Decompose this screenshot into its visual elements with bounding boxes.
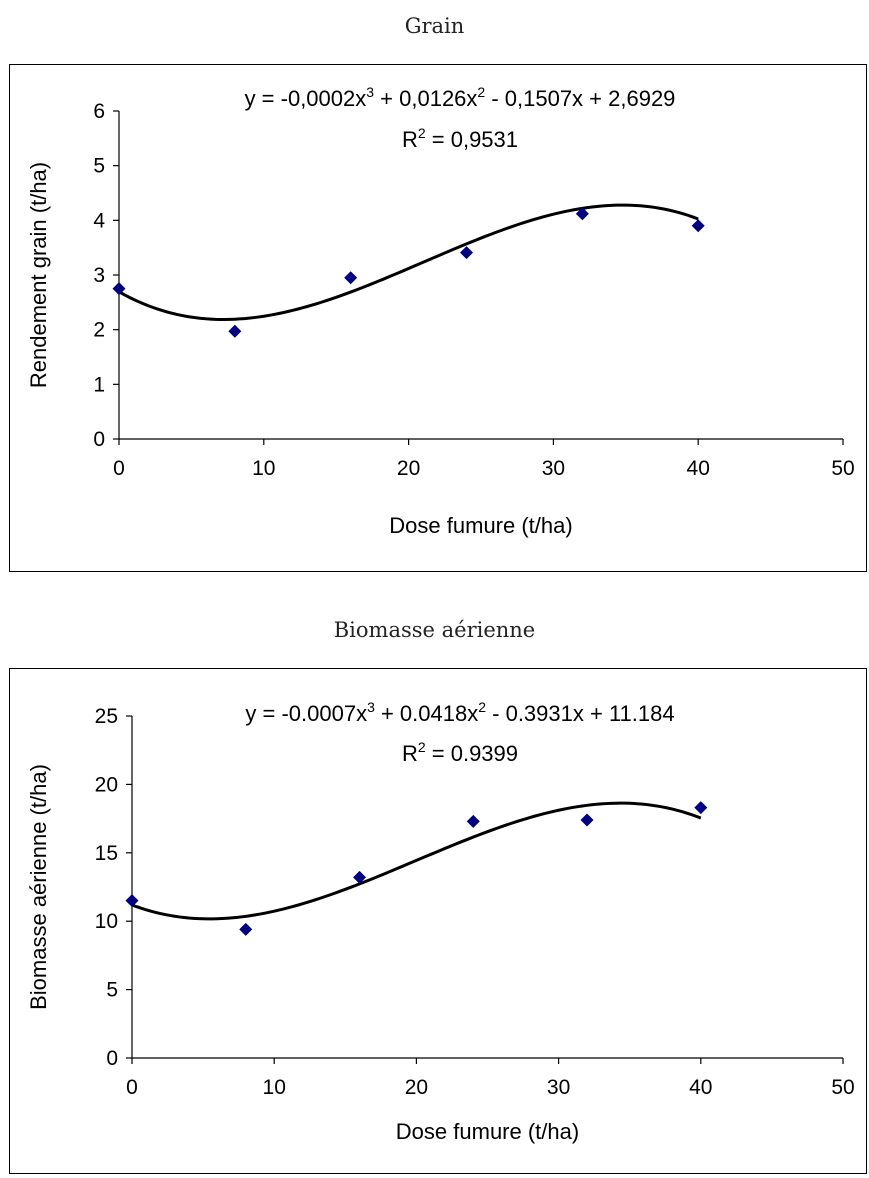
x-tick-label: 10 bbox=[252, 457, 275, 480]
y-tick-label: 1 bbox=[93, 373, 105, 396]
data-point bbox=[694, 801, 708, 815]
r-squared-label: R2 = 0.9399 bbox=[402, 739, 518, 766]
chart-1-area: 0 1 2 3 4 5 6 0 10 20 30 40 50 Dose fumure (t/ha) Rend… bbox=[9, 64, 867, 572]
trendline-equation: y = -0.0007x3 + 0.0418x2 - 0.3931x + 11.… bbox=[245, 699, 674, 726]
x-axis-title: Dose fumure (t/ha) bbox=[389, 513, 572, 538]
data-point bbox=[112, 282, 126, 296]
chart-2-area: 0 5 10 15 20 25 0 10 20 30 40 50 Dose fumure (t/ha) B… bbox=[9, 668, 867, 1174]
x-tick-label: 30 bbox=[542, 457, 565, 480]
chart-1-caption: Grain bbox=[404, 14, 465, 38]
x-tick-label: 50 bbox=[831, 457, 854, 480]
data-point bbox=[580, 813, 594, 827]
y-tick-label: 4 bbox=[93, 209, 105, 232]
trendline-curve bbox=[118, 203, 699, 321]
x-tick-label: 40 bbox=[687, 457, 710, 480]
y-tick-label: 20 bbox=[95, 773, 118, 796]
y-axis-title: Biomasse aérienne (t/ha) bbox=[26, 764, 51, 1010]
chart-2-plot: 0 5 10 15 20 25 0 10 20 30 40 50 Dose fumure (t/ha) B… bbox=[26, 699, 855, 1144]
data-point bbox=[466, 814, 480, 828]
y-tick-label: 0 bbox=[106, 1047, 118, 1070]
y-tick-label: 15 bbox=[95, 842, 118, 865]
y-tick-label: 2 bbox=[93, 319, 105, 342]
data-point bbox=[460, 246, 474, 260]
x-tick-label: 0 bbox=[126, 1076, 138, 1099]
chart-2-caption: Biomasse aérienne bbox=[333, 618, 536, 642]
x-tick-label: 0 bbox=[113, 457, 125, 480]
x-tick-label: 50 bbox=[831, 1076, 854, 1099]
x-tick-label: 20 bbox=[397, 457, 420, 480]
chart-1-plot: 0 1 2 3 4 5 6 0 10 20 30 40 50 Dose fumure (t/ha) Rend… bbox=[26, 84, 855, 538]
y-tick-label: 10 bbox=[95, 910, 118, 933]
trendline-equation: y = -0,0002x3 + 0,0126x2 - 0,1507x + 2,6… bbox=[245, 84, 676, 111]
data-point bbox=[691, 219, 705, 233]
x-tick-label: 30 bbox=[547, 1076, 570, 1099]
y-axis-title: Rendement grain (t/ha) bbox=[26, 162, 51, 388]
x-tick-label: 10 bbox=[263, 1076, 286, 1099]
y-tick-label: 3 bbox=[93, 264, 105, 287]
data-point bbox=[344, 271, 358, 285]
data-point bbox=[125, 894, 139, 908]
x-tick-label: 40 bbox=[689, 1076, 712, 1099]
data-point bbox=[353, 870, 367, 884]
y-tick-label: 6 bbox=[93, 100, 105, 123]
r-squared-label: R2 = 0,9531 bbox=[402, 125, 518, 152]
y-tick-label: 25 bbox=[95, 705, 118, 728]
y-tick-label: 5 bbox=[106, 979, 118, 1002]
trendline-curve bbox=[131, 801, 702, 921]
x-axis-title: Dose fumure (t/ha) bbox=[396, 1119, 579, 1144]
y-tick-label: 0 bbox=[93, 428, 105, 451]
data-point bbox=[239, 922, 253, 936]
data-point bbox=[575, 207, 589, 221]
x-tick-label: 20 bbox=[405, 1076, 428, 1099]
data-point bbox=[228, 324, 242, 338]
y-tick-label: 5 bbox=[93, 155, 105, 178]
